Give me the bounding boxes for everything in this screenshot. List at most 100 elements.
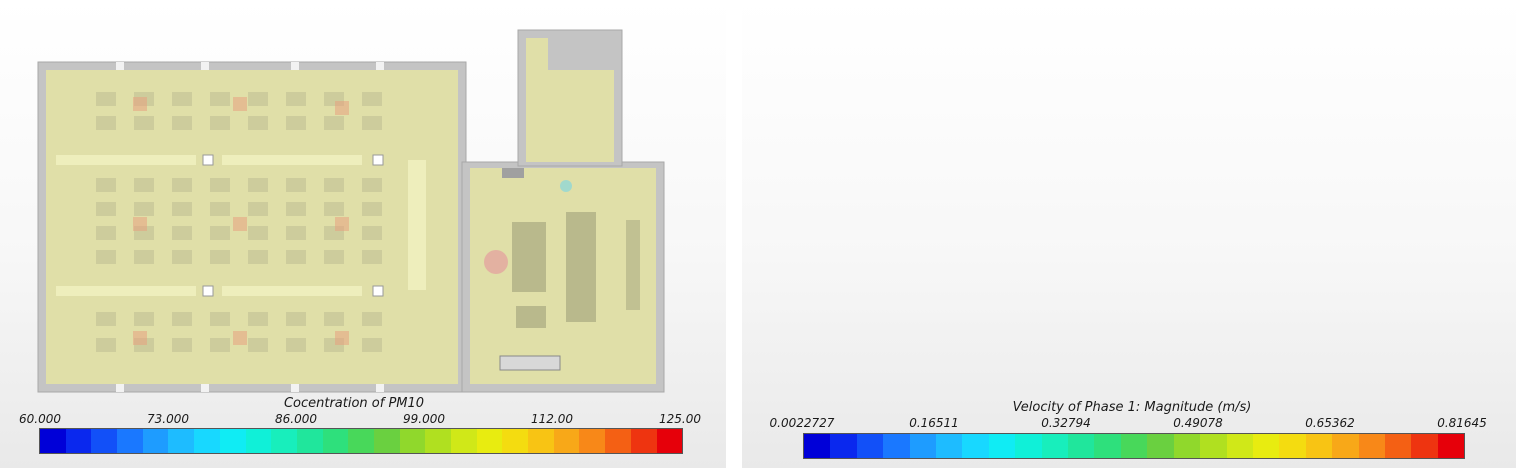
colorbar-segment — [579, 429, 606, 453]
tick-label: 0.32794 — [1041, 416, 1091, 430]
desk — [210, 116, 230, 130]
desk — [324, 116, 344, 130]
colorbar-segment — [373, 429, 400, 453]
desk — [210, 250, 230, 264]
colorbar-segment — [1173, 434, 1201, 458]
tick-label: 0.16511 — [909, 416, 959, 430]
door — [499, 355, 561, 371]
colorbar-segment — [630, 429, 657, 453]
desk — [172, 202, 192, 216]
hotspot — [233, 97, 247, 111]
colorbar-segment — [1015, 434, 1042, 458]
desk — [134, 250, 154, 264]
colorbar-segment — [1041, 434, 1069, 458]
tick-label: 125.00 — [659, 412, 701, 426]
colorbar-segment — [830, 434, 857, 458]
colorbar-segment — [399, 429, 426, 453]
desk — [248, 250, 268, 264]
legend-title: Cocentration of PM10 — [283, 396, 425, 411]
colorbar-segment — [1120, 434, 1148, 458]
colorbar-segment — [1252, 434, 1280, 458]
colorbar-segment — [962, 434, 989, 458]
colorbar-segment — [1226, 434, 1253, 458]
colorbar-segment — [117, 429, 143, 453]
colorbar-segment — [476, 429, 503, 453]
colorbar-segment — [856, 434, 884, 458]
desk — [172, 116, 192, 130]
counter — [512, 222, 546, 292]
desk — [210, 226, 230, 240]
desk — [96, 116, 116, 130]
tick-label: 60.000 — [19, 412, 61, 426]
desk — [248, 312, 268, 326]
colorbar-segment — [451, 429, 477, 453]
colorbar-segment — [65, 429, 92, 453]
desk — [362, 226, 382, 240]
wall-notch — [201, 384, 209, 392]
pm10-concentration-panel: Cocentration of PM10 60.000 73.000 86.00… — [0, 0, 726, 468]
desk — [172, 178, 192, 192]
colorbar-segment — [909, 434, 937, 458]
desk — [96, 178, 116, 192]
colorbar-segment — [502, 429, 529, 453]
floor-plan-velocity — [742, 0, 1516, 468]
desk — [210, 178, 230, 192]
colorbar-segment — [1437, 434, 1465, 458]
desk — [96, 202, 116, 216]
wall-notch — [376, 62, 384, 70]
desk — [134, 116, 154, 130]
legend-title: Velocity of Phase 1: Magnitude (m/s) — [1012, 400, 1252, 415]
desk — [96, 226, 116, 240]
desk — [286, 202, 306, 216]
colorbar-segment — [91, 429, 118, 453]
desk — [134, 178, 154, 192]
tick-label: 0.49078 — [1173, 416, 1223, 430]
colorbar-segment — [168, 429, 195, 453]
desk — [362, 312, 382, 326]
annex-floor — [470, 168, 656, 384]
light-strip — [56, 155, 196, 165]
hotspot — [133, 331, 147, 345]
desk — [324, 202, 344, 216]
light-strip — [222, 286, 362, 296]
wall-notch — [291, 384, 299, 392]
colorbar-segment — [322, 429, 349, 453]
light-strip — [222, 155, 362, 165]
desk — [210, 92, 230, 106]
hotspot — [335, 331, 349, 345]
hotspot — [484, 250, 508, 274]
floor-plan-pm10 — [37, 29, 665, 393]
colorbar-segment — [528, 429, 554, 453]
desk — [248, 92, 268, 106]
colorbar-segment — [656, 429, 683, 453]
velocity-magnitude-panel: Velocity of Phase 1: Magnitude (m/s) 0.0… — [742, 0, 1516, 468]
desk — [96, 338, 116, 352]
tower-stair — [526, 38, 548, 72]
pillar — [372, 285, 384, 297]
colorbar-segment — [1411, 434, 1438, 458]
tick-label: 0.0022727 — [769, 416, 835, 430]
desk — [362, 202, 382, 216]
colorbar-segment — [1147, 434, 1174, 458]
desk — [210, 338, 230, 352]
colorbar-segment — [804, 434, 831, 458]
pillar — [202, 154, 214, 166]
colorbar-segment — [425, 429, 451, 453]
hotspot — [335, 101, 349, 115]
desk — [134, 202, 154, 216]
desk — [362, 338, 382, 352]
desk — [172, 92, 192, 106]
wall-notch — [291, 62, 299, 70]
colorbar-segment — [1094, 434, 1121, 458]
vent — [502, 168, 524, 178]
colorbar-segment — [194, 429, 220, 453]
desk — [172, 312, 192, 326]
desk — [210, 312, 230, 326]
pillar — [372, 154, 384, 166]
desk — [286, 226, 306, 240]
light-strip — [56, 286, 196, 296]
colorbar-segment — [988, 434, 1016, 458]
desk — [96, 250, 116, 264]
hotspot — [560, 180, 572, 192]
tick-label: 73.000 — [147, 412, 189, 426]
